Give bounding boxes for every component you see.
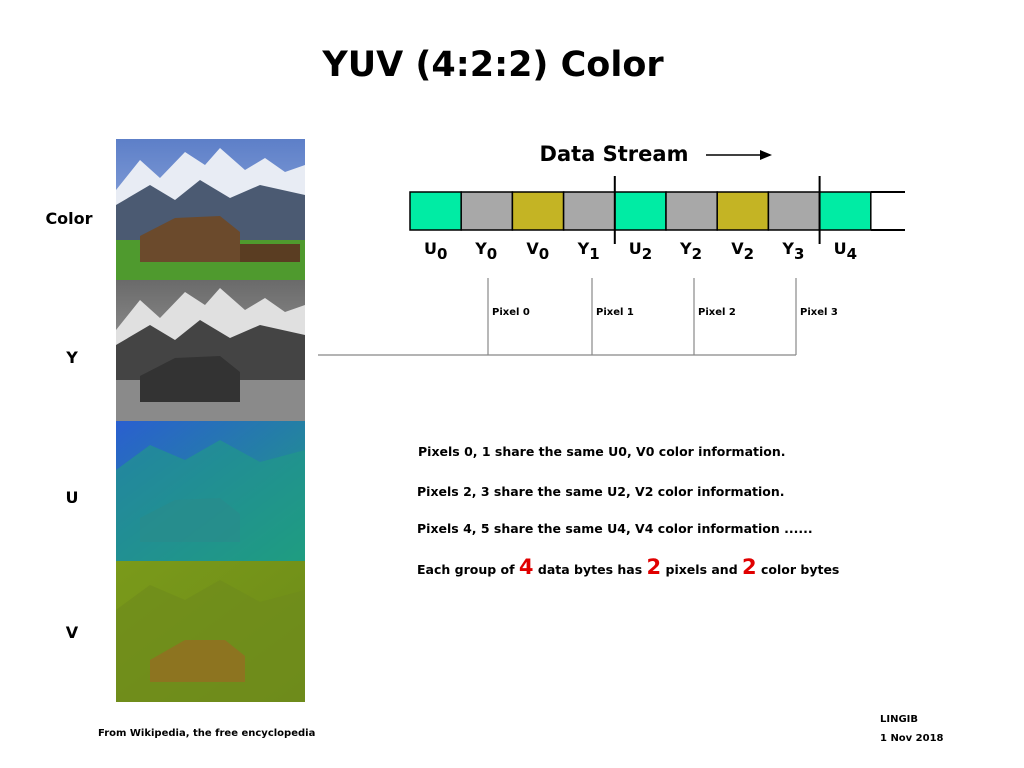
cell-sub: 2: [692, 245, 702, 263]
source: From Wikipedia, the free encyclopedia: [98, 728, 315, 739]
stream-cell: [511, 191, 565, 231]
side-label: U: [66, 488, 79, 507]
cell-label: V2: [731, 239, 754, 263]
cell-letter: U: [834, 239, 847, 258]
pixel-label: Pixel 3: [800, 307, 838, 318]
cell-label: Y2: [679, 239, 702, 263]
cell-label: V0: [526, 239, 549, 263]
cell-sub: 2: [642, 245, 652, 263]
note: Pixels 4, 5 share the same U4, V4 color …: [417, 521, 813, 536]
stream-cell: [562, 191, 616, 231]
cell-sub: 2: [744, 245, 754, 263]
side-label: Color: [45, 209, 92, 228]
cell-letter: V: [526, 239, 539, 258]
stream-cell: [409, 191, 462, 231]
cell-letter: U: [629, 239, 642, 258]
stream-title: Data Stream: [540, 142, 689, 166]
stream-cell: [716, 191, 770, 231]
pixel-label: Pixel 0: [492, 307, 530, 318]
summary-text: Each group of: [417, 562, 515, 577]
summary-number: 4: [519, 555, 534, 579]
stream-cell: [665, 191, 718, 231]
arrow: [706, 150, 772, 160]
side-label: Y: [65, 348, 78, 367]
cell-letter: Y: [474, 239, 487, 258]
cell-sub: 0: [487, 245, 497, 263]
cell-label: Y3: [781, 239, 804, 263]
cell-sub: 4: [847, 245, 857, 263]
side-label: V: [66, 623, 79, 642]
cell-letter: Y: [781, 239, 794, 258]
cell-letter: Y: [679, 239, 692, 258]
summary: Each group of 4 data bytes has 2 pixels …: [417, 555, 839, 579]
stream-cell: [818, 191, 872, 231]
cell-label: U4: [834, 239, 857, 263]
cell-sub: 1: [589, 245, 599, 263]
data-stream: U0 Y0 V0 Y1 U2 Y2 V2 Y3 U4: [409, 176, 905, 263]
date: 1 Nov 2018: [880, 733, 944, 744]
author: LINGIB: [880, 714, 918, 725]
stream-cell: [767, 191, 821, 231]
cell-label: Y0: [474, 239, 497, 263]
summary-number: 2: [742, 555, 757, 579]
cell-sub: 0: [437, 245, 447, 263]
pixel-label: Pixel 2: [698, 307, 736, 318]
stream-cell: [460, 191, 514, 231]
pixel-label: Pixel 1: [596, 307, 634, 318]
note: Pixels 0, 1 share the same U0, V0 color …: [418, 444, 786, 459]
note: Pixels 2, 3 share the same U2, V2 color …: [417, 484, 785, 499]
title: YUV (4:2:2) Color: [321, 45, 664, 85]
cell-letter: V: [731, 239, 744, 258]
pixel-brackets: [318, 278, 797, 356]
cell-label: U0: [424, 239, 447, 263]
cell-letter: U: [424, 239, 437, 258]
stream-cell: [614, 191, 667, 231]
summary-text: pixels and: [666, 562, 738, 577]
image-strip: [116, 139, 305, 702]
summary-number: 2: [647, 555, 662, 579]
summary-text: color bytes: [761, 562, 839, 577]
cell-letter: Y: [577, 239, 590, 258]
cell-sub: 0: [539, 245, 549, 263]
cell-label: U2: [629, 239, 652, 263]
cell-sub: 3: [794, 245, 804, 263]
summary-text: data bytes has: [538, 562, 642, 577]
cell-label: Y1: [577, 239, 600, 263]
